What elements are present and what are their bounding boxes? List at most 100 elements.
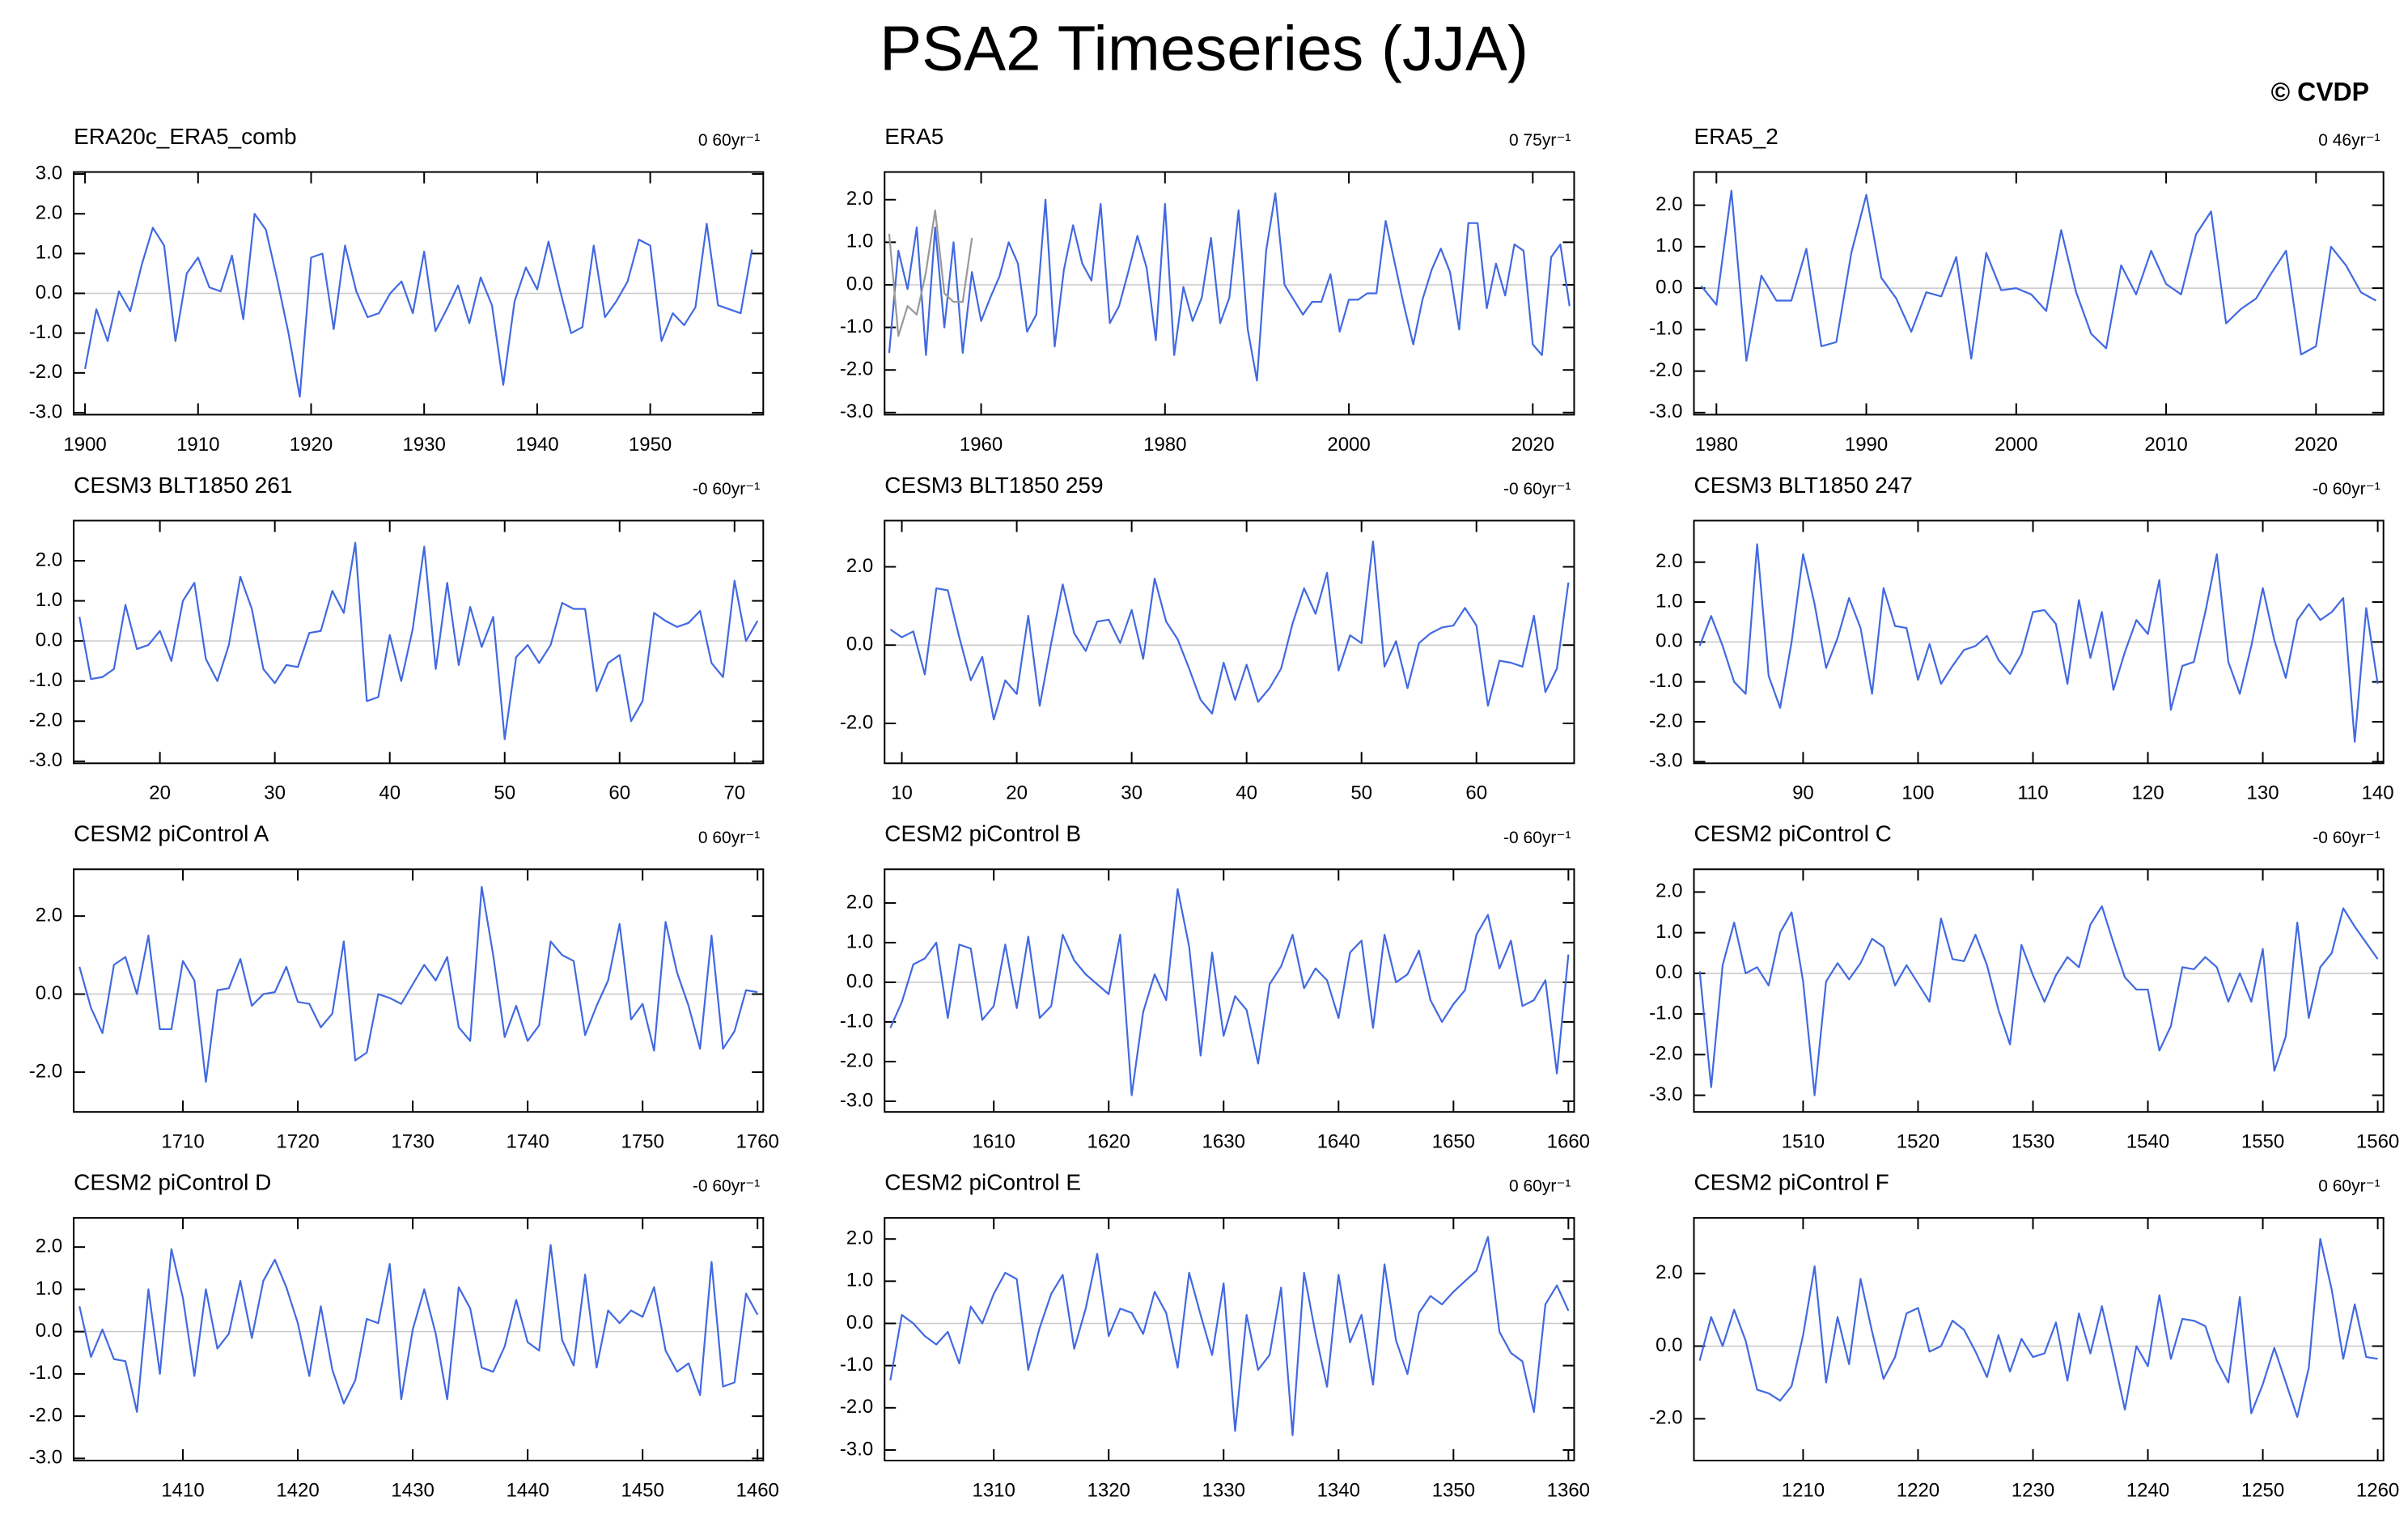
x-tick-label: 1630 [1202,1130,1245,1152]
x-tick-label: 1320 [1087,1479,1130,1501]
panel: CESM2 piControl A 0 60yr⁻¹ -2.0 0.0 2.0 1710 1… [29,821,779,1153]
x-tick-label: 60 [1465,782,1487,804]
x-tick-label: 1610 [972,1130,1015,1152]
panel-title: ERA5 [884,124,943,149]
y-tick-label: -3.0 [1649,1083,1682,1105]
x-tick-label: 140 [2362,782,2394,804]
series-line [888,209,973,337]
x-tick-label: 1210 [1782,1479,1825,1501]
x-tick-label: 1730 [391,1130,434,1152]
x-tick-label: 1460 [736,1479,779,1501]
y-tick-label: 2.0 [1656,550,1682,572]
x-tick-label: 1560 [2356,1130,2399,1152]
x-tick-label: 1430 [391,1479,434,1501]
y-tick-label: -1.0 [1649,670,1682,692]
x-tick-label: 1930 [402,434,445,456]
panel-title: CESM3 BLT1850 247 [1694,473,1912,498]
plot-frame [1693,519,2385,765]
y-tick-label: 1.0 [36,589,62,611]
series-line [889,540,1570,721]
y-tick-label: -3.0 [1649,401,1682,422]
x-tick-label: 1950 [629,434,672,456]
y-tick-label: -2.0 [29,361,62,383]
y-tick-label: -2.0 [1649,359,1682,381]
panel-title: ERA5_2 [1694,124,1778,149]
y-tick-label: 2.0 [36,904,62,926]
x-tick-label: 1420 [276,1479,319,1501]
y-tick-label: -2.0 [1649,1043,1682,1065]
y-tick-label: -3.0 [29,401,62,422]
y-tick-label: 2.0 [846,188,873,210]
x-tick-label: 1440 [506,1479,549,1501]
y-tick-label: -1.0 [840,1354,873,1376]
x-tick-label: 10 [891,782,913,804]
x-tick-label: 1620 [1087,1130,1130,1152]
x-tick-label: 1960 [960,434,1003,456]
x-tick-label: 1220 [1897,1479,1940,1501]
plot-frame [73,171,765,416]
y-tick-label: 0.0 [36,982,62,1004]
series-line [888,192,1571,382]
panel: CESM2 piControl B -0 60yr⁻¹ -3.0 -2.0 -1.0 0.… [840,821,1590,1153]
panel: CESM2 piControl C -0 60yr⁻¹ -3.0 -2.0 -1.0 0.… [1649,821,2399,1153]
y-tick-label: 0.0 [846,970,873,992]
series-line [78,541,759,740]
y-tick-label: -2.0 [840,358,873,380]
plot-frame [1693,1217,2385,1461]
series-line [1700,189,2376,362]
y-tick-label: -3.0 [840,1089,873,1111]
y-tick-label: 1.0 [846,931,873,952]
x-tick-label: 2020 [2295,434,2338,456]
x-tick-label: 2020 [1511,434,1554,456]
y-tick-label: -2.0 [840,1396,873,1418]
series-line [83,213,753,398]
y-tick-label: 0.0 [1656,630,1682,652]
y-tick-label: -2.0 [29,710,62,731]
y-tick-label: 2.0 [36,549,62,570]
y-tick-label: 2.0 [846,555,873,577]
x-tick-label: 1550 [2241,1130,2284,1152]
y-tick-label: -3.0 [1649,750,1682,772]
x-tick-label: 30 [264,782,286,804]
plot-frame [884,171,1575,416]
plot-frame [884,1217,1575,1461]
y-tick-label: 0.0 [1656,276,1682,298]
trend-label: 0 60yr⁻¹ [1509,1177,1571,1196]
panel: ERA5 0 75yr⁻¹ -3.0 -2.0 -1.0 0.0 1.0 2.0 1960 198… [840,124,1575,456]
x-tick-label: 20 [149,782,171,804]
plot-frame [884,519,1575,765]
x-tick-label: 40 [379,782,401,804]
x-tick-label: 1510 [1782,1130,1825,1152]
panel: CESM3 BLT1850 259 -0 60yr⁻¹ -2.0 0.0 2.0 10 20… [840,473,1575,804]
panel-title: CESM2 piControl F [1694,1170,1889,1195]
x-tick-label: 2000 [1327,434,1370,456]
y-tick-label: 2.0 [1656,193,1682,215]
x-tick-label: 1940 [515,434,558,456]
watermark: © CVDP [2271,77,2369,106]
y-tick-label: 1.0 [1656,921,1682,943]
series-line [1698,543,2379,743]
y-tick-label: -1.0 [840,1010,873,1032]
trend-label: -0 60yr⁻¹ [693,1177,760,1196]
x-tick-label: 1760 [736,1130,779,1152]
panel: ERA5_2 0 46yr⁻¹ -3.0 -2.0 -1.0 0.0 1.0 2.0 1980 1… [1649,124,2385,456]
x-tick-label: 1980 [1695,434,1738,456]
y-tick-label: 0.0 [846,273,873,295]
x-tick-label: 110 [2017,782,2048,804]
y-tick-label: 0.0 [36,629,62,651]
plot-frame [73,519,765,765]
y-tick-label: 1.0 [846,231,873,252]
x-tick-label: 120 [2132,782,2164,804]
y-tick-label: 1.0 [36,242,62,264]
y-tick-label: -1.0 [1649,318,1682,340]
x-tick-label: 1340 [1317,1479,1360,1501]
x-tick-label: 1530 [2012,1130,2054,1152]
plot-frame [1693,868,2385,1113]
series-line [1698,905,2379,1096]
trend-label: 0 60yr⁻¹ [2318,1177,2380,1196]
x-tick-label: 1710 [161,1130,204,1152]
trend-label: -0 60yr⁻¹ [693,480,760,498]
x-tick-label: 1740 [506,1130,549,1152]
x-tick-label: 1920 [290,434,333,456]
